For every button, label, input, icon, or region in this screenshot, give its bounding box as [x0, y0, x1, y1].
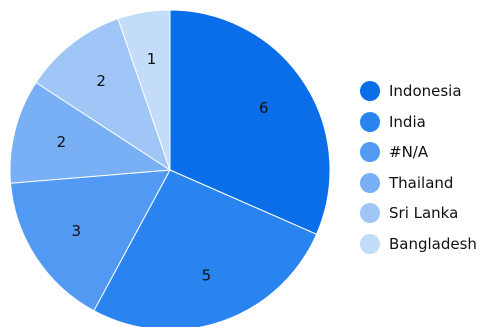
legend-swatch: [360, 172, 380, 193]
pie-chart: 6 5 3 2 2 1: [9, 9, 331, 327]
legend-swatch: [360, 233, 380, 254]
data-label: 2: [57, 133, 67, 151]
legend-label: Indonesia: [389, 82, 462, 101]
legend-label: Bangladesh: [389, 234, 477, 253]
legend-item: Indonesia: [360, 76, 477, 107]
legend-label: Sri Lanka: [389, 204, 459, 223]
legend-swatch: [360, 142, 380, 163]
pie-slice-indonesia: [169, 9, 331, 235]
legend-item: Thailand: [360, 168, 477, 199]
data-label: 3: [71, 222, 81, 240]
pie-slice-sri-lanka: [35, 18, 171, 172]
data-label: 1: [147, 50, 157, 68]
legend-swatch: [360, 81, 380, 102]
legend-item: India: [360, 107, 477, 138]
legend-swatch: [360, 203, 380, 224]
legend-label: #N/A: [389, 143, 429, 162]
legend-item: Sri Lanka: [360, 198, 477, 229]
pie-slice-bangladesh: [117, 9, 171, 171]
pie-slice-india: [93, 169, 318, 327]
pie-slice-n-a: [10, 169, 171, 312]
data-label: 6: [259, 99, 269, 117]
legend-swatch: [360, 111, 380, 132]
data-label: 5: [202, 266, 212, 284]
legend-label: Thailand: [389, 173, 454, 192]
legend: Indonesia India #N/A Thailand Sri Lanka Bangl…: [360, 76, 477, 259]
data-label: 2: [96, 72, 106, 90]
legend-item: Bangladesh: [360, 229, 477, 260]
legend-item: #N/A: [360, 137, 477, 168]
pie-slice-thailand: [9, 81, 172, 184]
legend-label: India: [389, 112, 426, 131]
